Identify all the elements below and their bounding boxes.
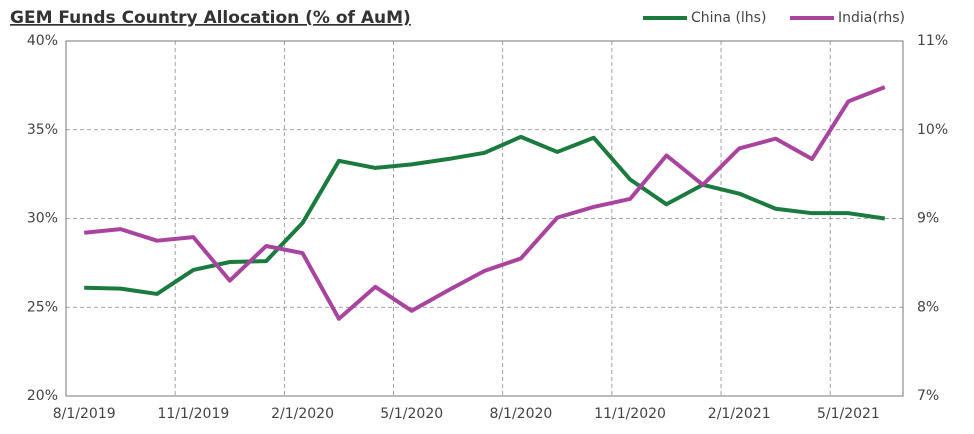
y2-tick-label: 9% [917, 211, 939, 227]
x-tick-label: 8/1/2020 [489, 406, 552, 422]
x-tick-label: 8/1/2019 [53, 406, 116, 422]
y-tick-label: 40% [27, 33, 58, 49]
legend-label: India(rhs) [838, 10, 905, 26]
y-tick-label: 25% [27, 299, 58, 315]
plot-border [65, 40, 904, 397]
x-tick-label: 2/1/2021 [708, 406, 771, 422]
chart-title: GEM Funds Country Allocation (% of AuM) [10, 8, 411, 28]
y2-tick-label: 7% [917, 388, 939, 404]
legend-label: China (lhs) [691, 10, 766, 26]
line-series [84, 85, 886, 321]
y-tick-label: 30% [27, 211, 58, 227]
y-tick-label: 20% [27, 388, 58, 404]
y2-tick-label: 10% [917, 122, 948, 138]
y2-tick-label: 11% [917, 33, 948, 49]
y-tick-label: 35% [27, 122, 58, 138]
x-tick-label: 5/1/2020 [380, 406, 443, 422]
x-tick-label: 11/1/2019 [157, 406, 229, 422]
x-tick-label: 5/1/2021 [817, 406, 880, 422]
x-tick-label: 2/1/2020 [271, 406, 334, 422]
x-tick-label: 11/1/2020 [594, 406, 666, 422]
y2-tick-label: 8% [917, 299, 939, 315]
